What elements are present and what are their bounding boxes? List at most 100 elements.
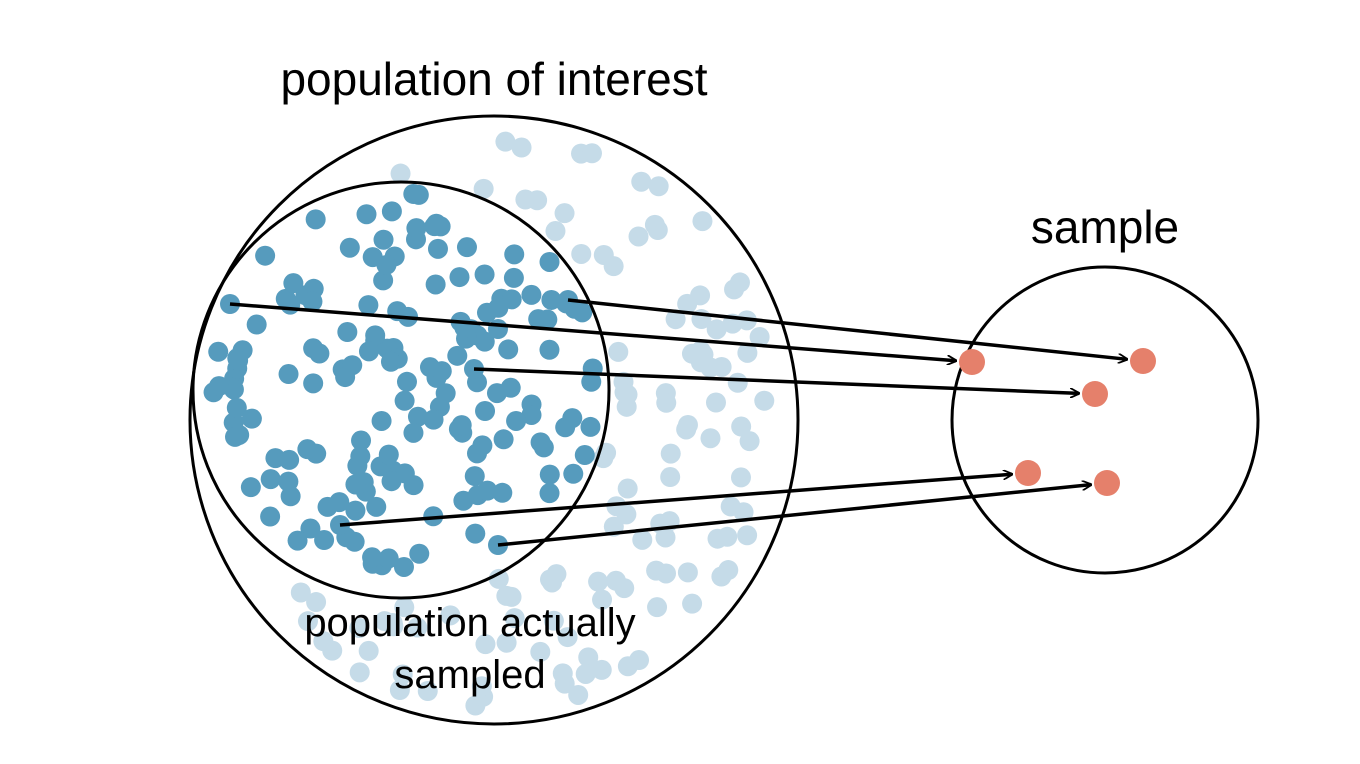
sampled-population-point bbox=[528, 309, 549, 330]
unsampled-population-point bbox=[557, 627, 578, 648]
sampled-population-point bbox=[539, 483, 560, 504]
sampled-population-point bbox=[226, 397, 247, 418]
unsampled-population-point bbox=[739, 431, 760, 452]
unsampled-population-point bbox=[706, 319, 727, 340]
sampled-population-point bbox=[275, 288, 296, 309]
sampled-population-point bbox=[317, 496, 338, 517]
unsampled-population-point bbox=[749, 327, 770, 348]
sample-point bbox=[1082, 381, 1108, 407]
sampled-population-point bbox=[403, 183, 424, 204]
unsampled-population-point bbox=[660, 467, 681, 488]
sampled-population-point bbox=[373, 229, 394, 250]
unsampled-population-point bbox=[605, 570, 626, 591]
unsampled-population-point bbox=[290, 582, 311, 603]
unsampled-population-point bbox=[700, 357, 721, 378]
sampled-population-point bbox=[305, 209, 326, 230]
sampled-population-point bbox=[225, 426, 246, 447]
unsampled-population-point bbox=[591, 659, 612, 680]
unsampled-population-point bbox=[495, 131, 516, 152]
unsampled-population-point bbox=[729, 272, 750, 293]
unsampled-population-point bbox=[737, 342, 758, 363]
unsampled-population-point bbox=[629, 650, 650, 671]
sampled-population-point bbox=[449, 267, 470, 288]
sampled-population-point bbox=[356, 204, 377, 225]
unsampled-population-point bbox=[656, 392, 677, 413]
unsampled-population-point bbox=[632, 529, 653, 550]
sampled-population-point bbox=[223, 379, 244, 400]
sampled-population-point bbox=[380, 351, 401, 372]
sampled-population-point bbox=[580, 416, 601, 437]
sampled-population-point bbox=[358, 341, 379, 362]
sampled-population-point bbox=[350, 446, 371, 467]
sampled-population-point bbox=[381, 201, 402, 222]
sampled-population-point bbox=[423, 409, 444, 430]
unsampled-population-point bbox=[527, 190, 548, 211]
unsampled-population-point bbox=[554, 203, 575, 224]
sampled-population-point bbox=[393, 556, 414, 577]
sampled-population-point bbox=[506, 410, 527, 431]
unsampled-population-point bbox=[475, 634, 496, 655]
unsampled-population-point bbox=[504, 608, 525, 629]
sampled-population-point bbox=[309, 343, 330, 364]
sampled-population-point bbox=[533, 437, 554, 458]
unsampled-population-point bbox=[720, 496, 741, 517]
sampled-population-point bbox=[453, 490, 474, 511]
sampled-population-point bbox=[521, 404, 542, 425]
unsampled-population-point bbox=[530, 641, 551, 662]
sampled-population-point bbox=[464, 466, 485, 487]
unsampled-population-point bbox=[692, 211, 713, 232]
sampled-population-point bbox=[283, 273, 304, 294]
sampled-population-point bbox=[371, 410, 392, 431]
sample-point bbox=[959, 349, 985, 375]
unsampled-population-point bbox=[631, 171, 652, 192]
sampled-population-point bbox=[344, 531, 365, 552]
unsampled-population-point bbox=[617, 478, 638, 499]
sampled-population-point bbox=[539, 339, 560, 360]
unsampled-population-point bbox=[700, 428, 721, 449]
sampled-population-point bbox=[409, 543, 430, 564]
sampled-population-point bbox=[427, 238, 448, 259]
sample-point bbox=[1015, 460, 1041, 486]
unsampled-population-point bbox=[349, 662, 370, 683]
unsampled-population-point bbox=[417, 681, 438, 702]
sampled-population-points bbox=[203, 183, 603, 577]
unsampled-population-point bbox=[676, 419, 697, 440]
sampled-population-point bbox=[337, 322, 358, 343]
sampled-population-point bbox=[241, 408, 262, 429]
unsampled-population-point bbox=[488, 568, 509, 589]
sample-points bbox=[959, 348, 1156, 496]
sampled-population-point bbox=[503, 267, 524, 288]
sampled-population-point bbox=[240, 477, 261, 498]
sampling-arrows bbox=[229, 298, 1127, 547]
sampled-population-point bbox=[472, 435, 493, 456]
unsampled-population-point bbox=[682, 593, 703, 614]
sampled-population-point bbox=[378, 444, 399, 465]
unsampled-population-point bbox=[711, 566, 732, 587]
sampled-population-point bbox=[366, 496, 387, 517]
sampled-population-point bbox=[451, 415, 472, 436]
unsampled-population-point bbox=[677, 562, 698, 583]
sampled-population-point bbox=[378, 548, 399, 569]
unsampled-population-point bbox=[554, 673, 575, 694]
sampling-arrow bbox=[497, 485, 1091, 547]
unsampled-population-point bbox=[297, 611, 318, 632]
sampled-population-point bbox=[492, 482, 513, 503]
unsampled-population-point bbox=[568, 684, 589, 705]
unsampled-population-point bbox=[608, 341, 629, 362]
population-of-interest-circle bbox=[188, 114, 800, 726]
sampled-population-point bbox=[260, 506, 281, 527]
unsampled-population-point bbox=[660, 443, 681, 464]
unsampled-population-point bbox=[603, 256, 624, 277]
sampled-population-point bbox=[474, 264, 495, 285]
unsampled-population-point bbox=[592, 589, 613, 610]
sampled-population-point bbox=[279, 449, 300, 470]
unsampled-population-point bbox=[656, 563, 677, 584]
sampled-population-point bbox=[488, 297, 509, 318]
sampled-population-point bbox=[539, 251, 560, 272]
sampled-population-point bbox=[521, 284, 542, 305]
sampling-arrow bbox=[229, 302, 956, 361]
sampling-arrow bbox=[567, 298, 1127, 359]
sampled-population-point bbox=[425, 274, 446, 295]
unsampled-population-point bbox=[575, 663, 596, 684]
sampled-population-point bbox=[365, 325, 386, 346]
